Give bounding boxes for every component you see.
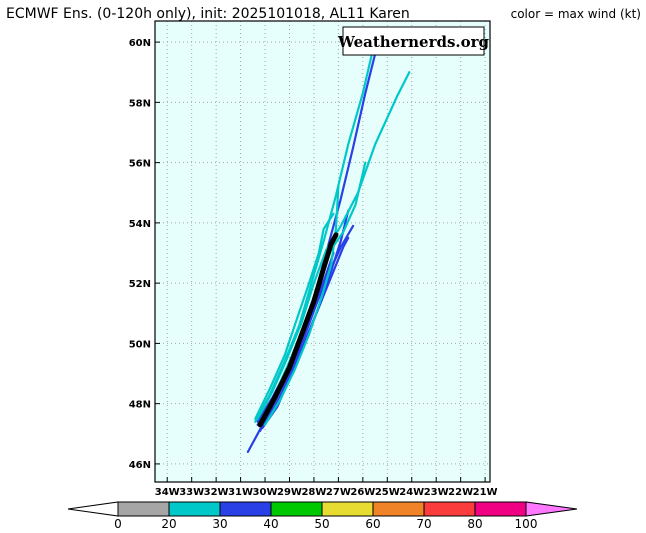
lat-tick-label: 46N bbox=[129, 460, 151, 471]
lat-tick-label: 52N bbox=[129, 279, 151, 290]
lon-tick-label: 31W bbox=[228, 487, 253, 498]
lon-tick-label: 27W bbox=[326, 487, 351, 498]
colorbar-label: 100 bbox=[515, 517, 538, 531]
ensemble-member-track bbox=[254, 212, 335, 420]
colorbar-label: 80 bbox=[467, 517, 482, 531]
lon-tick-label: 23W bbox=[424, 487, 449, 498]
lon-tick-label: 34W bbox=[155, 487, 180, 498]
colorbar-label: 30 bbox=[212, 517, 227, 531]
lon-tick-label: 26W bbox=[350, 487, 375, 498]
map-frame bbox=[154, 20, 491, 483]
colorbar-label: 70 bbox=[416, 517, 431, 531]
lat-tick-label: 60N bbox=[129, 38, 151, 49]
lon-tick-label: 28W bbox=[301, 487, 326, 498]
lat-tick-label: 48N bbox=[129, 400, 151, 411]
lat-tick-label: 54N bbox=[129, 219, 151, 230]
colorbar-label: 0 bbox=[114, 517, 122, 531]
colorbar-under-arrow bbox=[67, 501, 119, 517]
ensemble-tracks bbox=[246, 34, 411, 453]
colorbar-label: 60 bbox=[365, 517, 380, 531]
lon-tick-label: 24W bbox=[399, 487, 424, 498]
colorbar-bins bbox=[117, 501, 527, 517]
colorbar-label: 50 bbox=[314, 517, 329, 531]
lat-tick-label: 56N bbox=[129, 159, 151, 170]
colorbar-label: 40 bbox=[263, 517, 278, 531]
colorbar-labels: 0 20 30 40 50 60 70 80 100 bbox=[114, 517, 537, 531]
colorbar-label: 20 bbox=[161, 517, 176, 531]
latitude-labels: 46N 48N 50N 52N 54N 56N 58N 60N bbox=[129, 38, 151, 471]
watermark-text: Weathernerds.org bbox=[337, 33, 490, 51]
lat-tick-label: 50N bbox=[129, 339, 151, 350]
colorbar-bin bbox=[423, 501, 476, 517]
lon-tick-label: 25W bbox=[375, 487, 400, 498]
colorbar-bin bbox=[168, 501, 221, 517]
lon-tick-label: 32W bbox=[204, 487, 229, 498]
lon-tick-label: 33W bbox=[179, 487, 204, 498]
colorbar-over-arrow bbox=[525, 501, 578, 517]
lat-tick-label: 58N bbox=[129, 98, 151, 109]
map-panel: 46N 48N 50N 52N 54N 56N 58N 60N 34W 33W 32W 31W 30W… bbox=[129, 20, 498, 498]
colorbar-bin bbox=[117, 501, 170, 517]
lon-tick-label: 21W bbox=[473, 487, 498, 498]
colorbar-bin bbox=[321, 501, 374, 517]
ensemble-mean-track bbox=[257, 232, 339, 428]
lon-tick-label: 30W bbox=[253, 487, 278, 498]
colorbar-bin bbox=[270, 501, 323, 517]
colorbar-bin bbox=[219, 501, 272, 517]
lon-tick-label: 29W bbox=[277, 487, 302, 498]
watermark-box: Weathernerds.org bbox=[337, 26, 490, 56]
ocean-background bbox=[155, 21, 490, 482]
ensemble-member-track bbox=[256, 71, 411, 420]
wind-colorbar: 0 20 30 40 50 60 70 80 100 bbox=[67, 501, 578, 531]
color-legend-note: color = max wind (kt) bbox=[511, 7, 641, 21]
lon-tick-label: 22W bbox=[448, 487, 473, 498]
longitude-labels: 34W 33W 32W 31W 30W 29W 28W 27W 26W 25W 24W 23W 22W 2… bbox=[155, 487, 498, 498]
graticule bbox=[155, 21, 490, 482]
watermark-frame bbox=[342, 26, 485, 56]
colorbar-bin bbox=[474, 501, 527, 517]
figure-title: ECMWF Ens. (0-120h only), init: 20251010… bbox=[6, 6, 410, 22]
colorbar-bin bbox=[372, 501, 425, 517]
